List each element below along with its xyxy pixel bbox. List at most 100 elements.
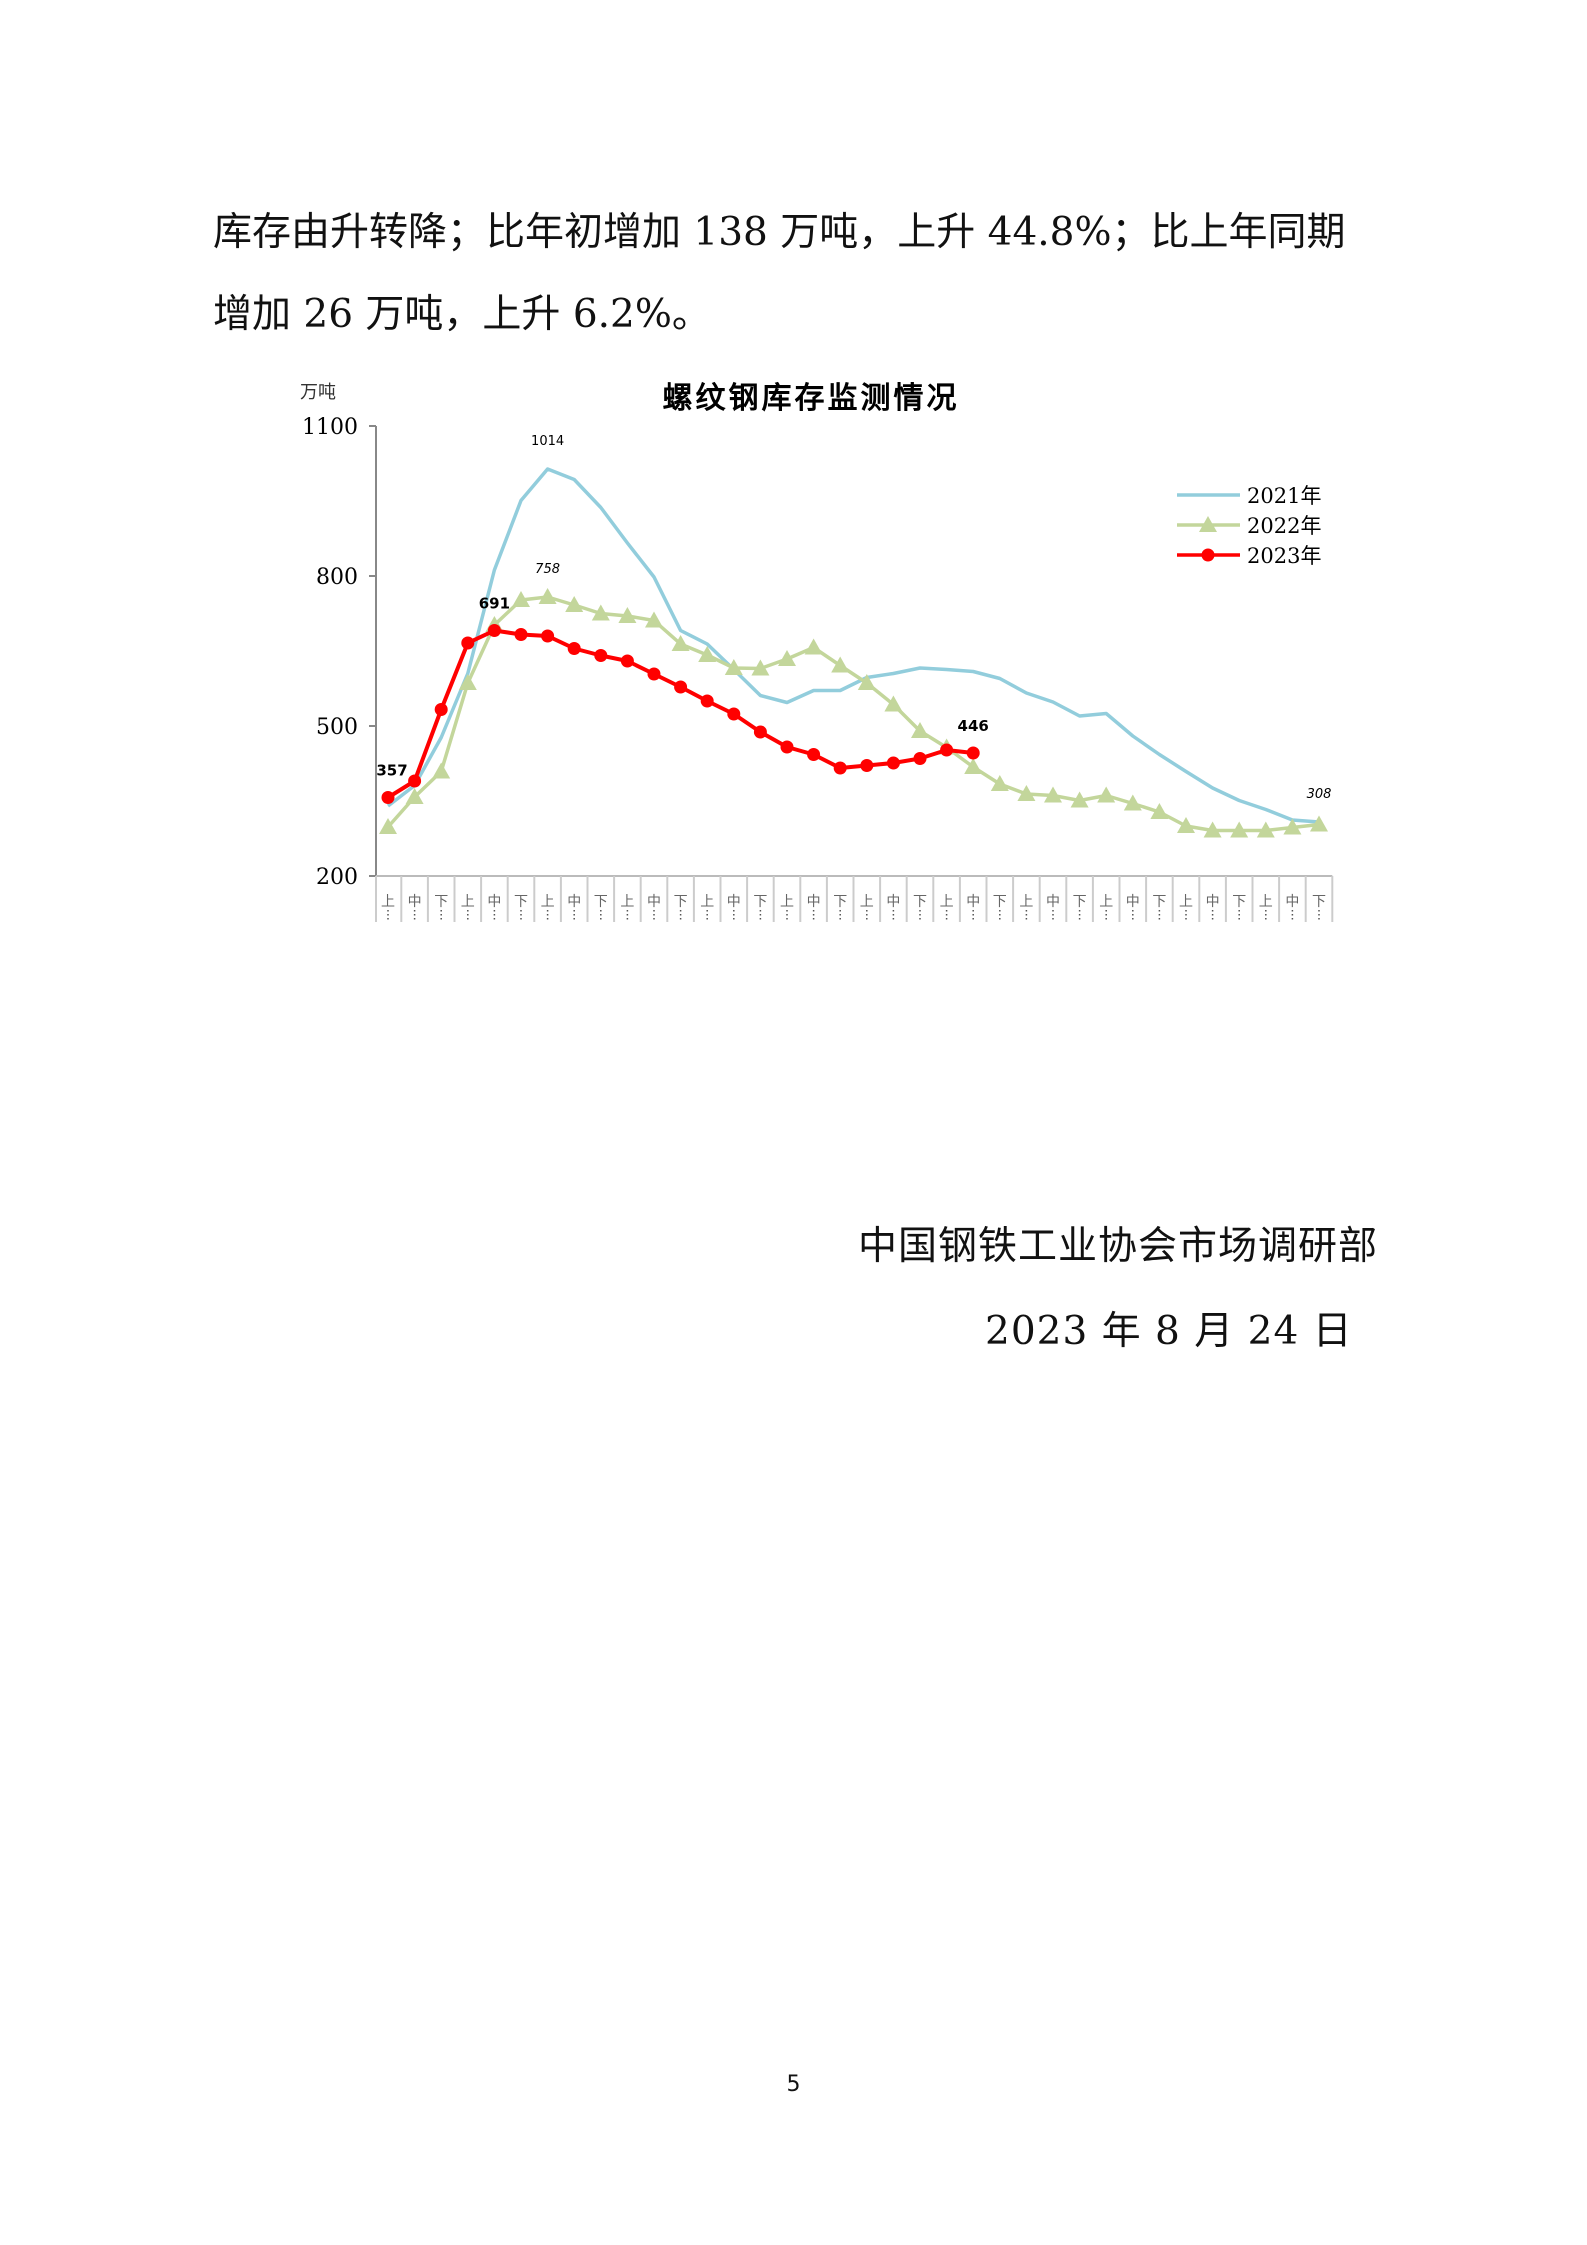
circle-marker [966, 746, 980, 760]
triangle-marker [1203, 821, 1222, 838]
x-tick-label: 下 [594, 894, 608, 910]
triangle-marker [1199, 516, 1217, 532]
circle-marker [886, 756, 900, 770]
triangle-marker [432, 762, 451, 779]
triangle-marker [458, 674, 477, 690]
paragraph-line-1: 库存由升转降；比年初增加 138 万吨，上升 44.8%；比上年同期 [213, 210, 1346, 255]
x-tick-label: 上 [860, 894, 874, 910]
series-2022年: 758 [379, 562, 1328, 838]
x-tick-label: 上 [700, 894, 714, 910]
x-tick-label: 下 [1312, 894, 1326, 910]
x-tick-label: 中 [487, 894, 501, 910]
circle-marker [833, 761, 847, 775]
circle-marker [487, 624, 501, 637]
x-tick-label: 下 [514, 894, 528, 910]
triangle-marker [857, 674, 876, 690]
x-tick-label: 中 [1126, 894, 1140, 910]
x-tick-label: 上 [620, 894, 634, 910]
triangle-marker [964, 758, 983, 774]
x-tick-label: 中 [408, 894, 422, 910]
triangle-marker [990, 775, 1009, 791]
triangle-marker [645, 611, 663, 628]
triangle-marker [538, 588, 557, 604]
x-tick-label: 上 [1019, 894, 1033, 910]
series-2021年: 1014 308 [386, 434, 1332, 824]
legend-label: 2022年 [1247, 514, 1321, 538]
page-number: 5 [786, 2072, 801, 2097]
triangle-marker [618, 607, 637, 623]
x-tick-label: 中 [1046, 894, 1060, 910]
triangle-marker [884, 695, 903, 712]
triangle-marker [1230, 821, 1249, 838]
circle-marker [647, 667, 661, 681]
x-tick-label: 中 [1206, 894, 1220, 910]
triangle-marker [671, 635, 690, 651]
triangle-marker [1044, 786, 1062, 803]
data-label: 446 [958, 717, 989, 735]
data-label: 308 [1307, 787, 1332, 802]
triangle-marker [1150, 803, 1169, 819]
series-line [386, 628, 974, 800]
x-tick-label: 中 [966, 894, 980, 910]
triangle-marker [831, 656, 850, 673]
triangle-marker [1070, 791, 1089, 808]
x-tick-label: 上 [1179, 894, 1193, 910]
triangle-marker [1097, 786, 1116, 803]
footer-date: 2023 年 8 月 24 日 [985, 1309, 1353, 1354]
circle-marker [514, 628, 528, 641]
legend-item: 2021年 [1177, 484, 1321, 508]
x-tick-label: 中 [807, 894, 821, 910]
x-tick-label: 中 [886, 894, 900, 910]
series-line [386, 595, 1320, 833]
x-tick-label: 上 [381, 894, 395, 910]
triangle-marker [1177, 817, 1195, 833]
triangle-marker [1310, 815, 1328, 832]
circle-marker [780, 740, 794, 754]
triangle-marker [1283, 818, 1302, 835]
circle-marker [408, 774, 422, 788]
x-tick-label: 下 [1152, 894, 1166, 910]
x-tick-label: 上 [1259, 894, 1273, 910]
triangle-marker [698, 646, 717, 662]
triangle-marker [565, 596, 584, 612]
data-label: 1014 [531, 434, 564, 449]
x-tick-label: 上 [1099, 894, 1113, 910]
x-tick-label: 上 [541, 894, 555, 910]
chart-title: 螺纹钢库存监测情况 [663, 381, 960, 416]
y-tick-label: 800 [316, 565, 358, 590]
data-label: 691 [479, 595, 510, 613]
x-tick-label: 上 [461, 894, 475, 910]
triangle-marker [911, 722, 929, 738]
x-tick-label: 上 [940, 894, 954, 910]
series-line [386, 467, 1320, 824]
circle-marker [700, 694, 714, 708]
triangle-marker [512, 591, 530, 607]
circle-marker [860, 759, 874, 772]
paragraph-line-2: 增加 26 万吨，上升 6.2%。 [213, 292, 711, 337]
triangle-marker [724, 659, 743, 675]
legend-item: 2023年 [1177, 544, 1321, 568]
circle-marker [753, 725, 767, 739]
triangle-marker [379, 818, 397, 834]
x-tick-label: 中 [727, 894, 741, 910]
x-tick-label: 中 [567, 894, 581, 910]
x-tick-label: 下 [434, 894, 448, 910]
circle-marker [567, 642, 581, 655]
circle-marker [674, 680, 688, 694]
body-paragraph: 库存由升转降；比年初增加 138 万吨，上升 44.8%；比上年同期 增加 26… [213, 192, 1463, 356]
y-tick-label: 1100 [302, 415, 358, 440]
triangle-marker [1017, 785, 1036, 801]
rebar-inventory-chart: 螺纹钢库存监测情况 万吨 2005008001100上中下上中下上中下上中下上中… [300, 381, 1334, 922]
circle-marker [541, 629, 555, 643]
circle-marker [913, 752, 927, 765]
data-label: 758 [535, 562, 560, 577]
triangle-marker [751, 659, 770, 676]
y-tick-label: 500 [316, 715, 358, 740]
circle-marker [1201, 548, 1215, 562]
circle-marker [434, 703, 448, 716]
x-tick-label: 下 [674, 894, 688, 910]
data-label: 357 [376, 762, 407, 780]
y-tick-label: 200 [316, 865, 358, 890]
circle-marker [807, 748, 821, 761]
triangle-marker [591, 604, 610, 621]
